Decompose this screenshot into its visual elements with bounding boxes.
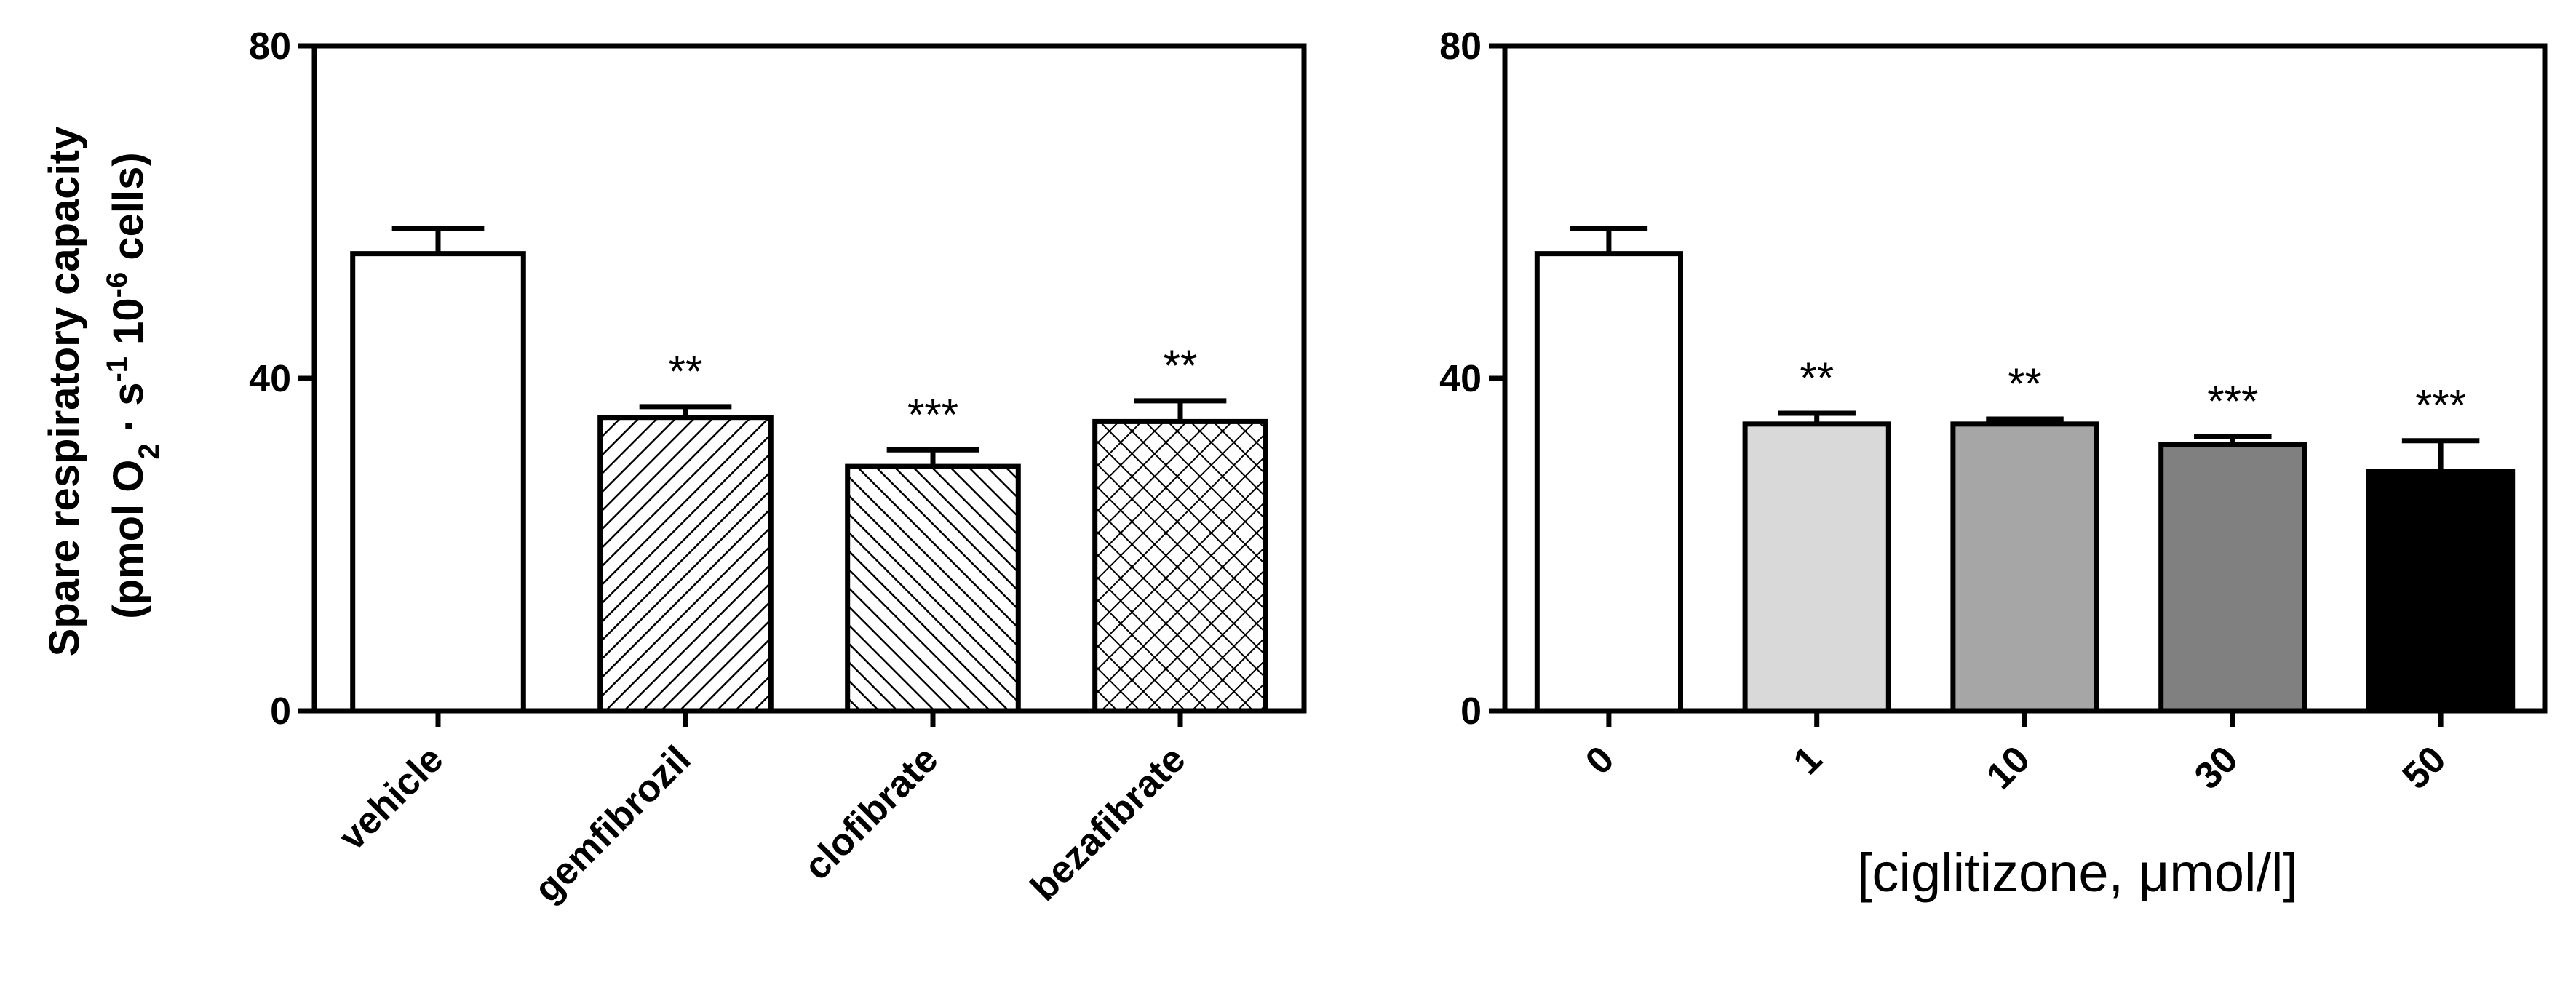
right-panel: 0 40 80 0 1 ** 10 ** 30 *** 50 *** [1439,25,2548,797]
y-axis-label-mid: · s [105,383,152,444]
left-y-tick-label: 80 [249,25,291,68]
left-category-label: gemfibrozil [526,738,699,910]
y-axis-label-suffix: cells) [105,152,152,271]
right-bar [2366,469,2516,714]
right-x-axis-label: [ciglitizone, μmol/l] [1857,842,2298,903]
left-bar [845,463,1021,714]
right-y-tick-label: 80 [1439,25,1482,68]
left-significance-label: ** [1164,341,1198,390]
y-axis-label-cells-sup: -6 [101,272,133,298]
left-bar [597,415,774,714]
right-bar [1950,421,2099,714]
right-category-label: 30 [2187,738,2246,797]
y-axis-label-s-sup: -1 [101,356,133,383]
right-category-label: 50 [2395,738,2454,797]
right-bar [1534,251,1684,714]
y-axis-label-line2-prefix: (pmol O [105,460,152,619]
right-category-label: 0 [1578,738,1622,782]
left-significance-label: *** [907,390,958,439]
y-axis-label-o2-sub: 2 [133,443,165,459]
left-panel: 0 40 80 vehicle gemfibrozil ** clofibrate *** be… [249,25,1307,911]
right-category-label: 1 [1786,738,1830,782]
right-category-label: 10 [1979,738,2038,797]
left-bar [350,251,526,714]
right-significance-label: *** [2207,377,2258,426]
y-axis-label: Spare respiratory capacity (pmol O2 · s-… [41,115,165,657]
right-bar [2158,442,2307,714]
y-axis-label-unit-mid: 10 [105,298,152,356]
right-significance-label: *** [2415,381,2466,430]
left-category-label: vehicle [331,738,452,858]
right-y-tick-label: 40 [1439,358,1482,400]
left-significance-label: ** [669,347,703,396]
y-axis-label-line1: Spare respiratory capacity [41,127,88,657]
left-category-label: bezafibrate [1022,738,1193,909]
right-y-tick-label: 0 [1460,690,1482,733]
left-y-tick-label: 0 [270,690,291,733]
right-significance-label: ** [1800,354,1834,402]
left-category-label: clofibrate [796,738,947,888]
left-bar [1092,418,1268,714]
left-y-tick-label: 40 [249,358,291,400]
right-bar [1742,421,1891,714]
right-significance-label: ** [2008,359,2042,408]
